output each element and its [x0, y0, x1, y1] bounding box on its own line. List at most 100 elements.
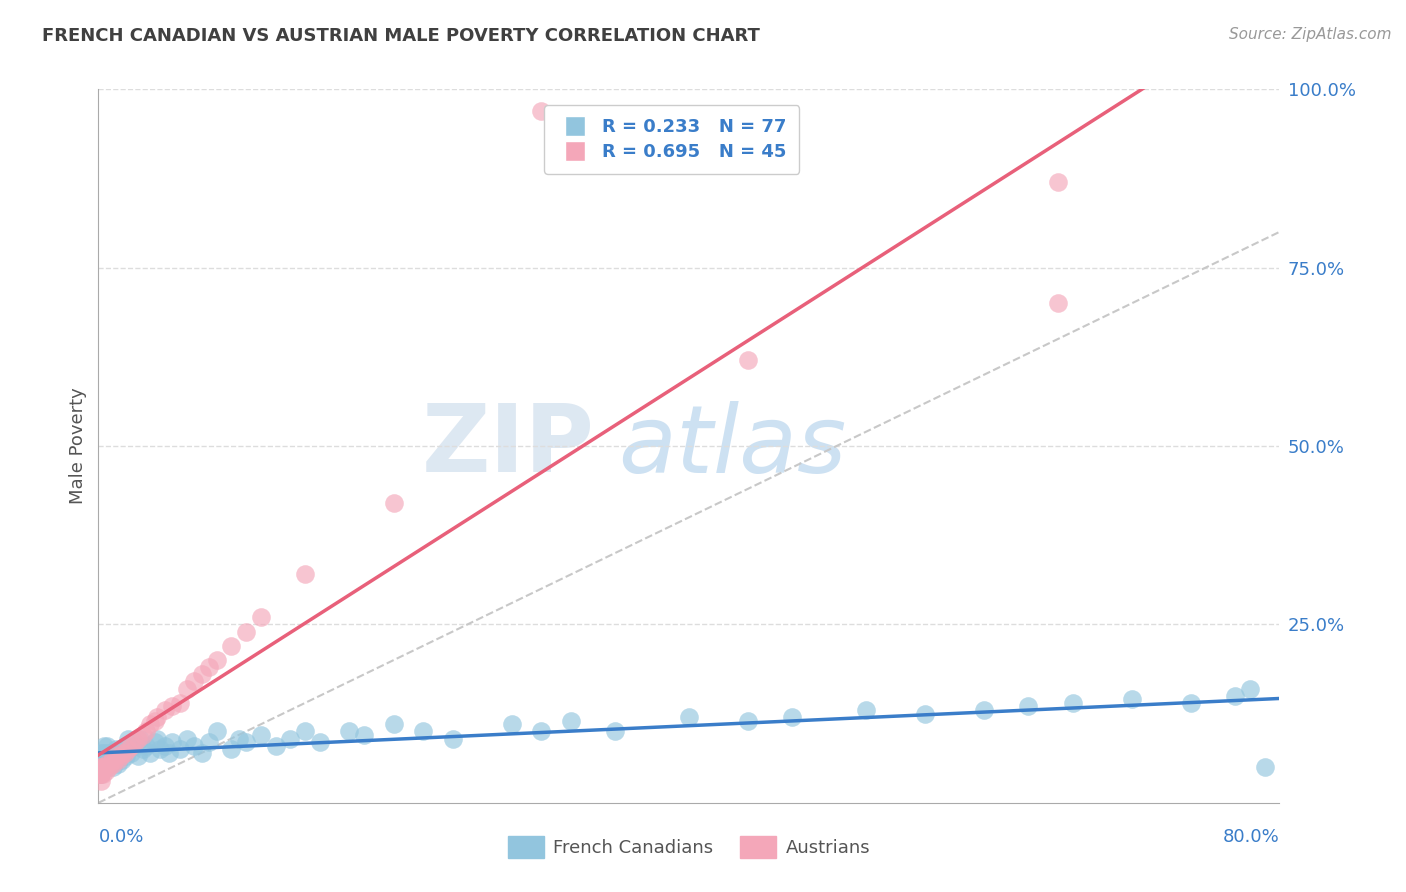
Point — [104, 753, 127, 767]
Point — [146, 731, 169, 746]
Point — [162, 735, 183, 749]
Point — [94, 746, 117, 760]
Point — [737, 353, 759, 368]
Point — [89, 760, 111, 774]
Point — [855, 703, 877, 717]
Point — [441, 731, 464, 746]
Point — [191, 667, 214, 681]
Point — [143, 735, 166, 749]
Point — [96, 753, 118, 767]
Point — [90, 767, 112, 781]
Point — [139, 746, 162, 760]
Point — [219, 639, 242, 653]
Point — [96, 739, 118, 753]
Point — [205, 724, 228, 739]
Point — [89, 760, 111, 774]
Point — [120, 746, 142, 760]
Point — [235, 735, 257, 749]
Point — [89, 756, 111, 771]
Point — [127, 731, 149, 746]
Text: FRENCH CANADIAN VS AUSTRIAN MALE POVERTY CORRELATION CHART: FRENCH CANADIAN VS AUSTRIAN MALE POVERTY… — [42, 27, 761, 45]
Point — [973, 703, 995, 717]
Point — [114, 746, 136, 760]
Point — [90, 767, 112, 781]
Point — [98, 756, 121, 771]
Point — [94, 760, 117, 774]
Point — [114, 739, 136, 753]
Point — [91, 746, 114, 760]
Point — [914, 706, 936, 721]
Point — [124, 739, 146, 753]
Point — [412, 724, 434, 739]
Y-axis label: Male Poverty: Male Poverty — [69, 388, 87, 504]
Point — [132, 728, 155, 742]
Point — [103, 760, 125, 774]
Point — [176, 681, 198, 696]
Point — [530, 103, 553, 118]
Point — [93, 753, 115, 767]
Point — [353, 728, 375, 742]
Point — [146, 710, 169, 724]
Point — [90, 753, 112, 767]
Text: 0.0%: 0.0% — [98, 828, 143, 846]
Legend: French Canadians, Austrians: French Canadians, Austrians — [501, 829, 877, 865]
Point — [235, 624, 257, 639]
Point — [278, 731, 302, 746]
Point — [132, 742, 155, 756]
Point — [135, 724, 157, 739]
Point — [90, 753, 112, 767]
Point — [264, 739, 287, 753]
Point — [1121, 692, 1143, 706]
Text: ZIP: ZIP — [422, 400, 595, 492]
Point — [309, 735, 332, 749]
Point — [100, 753, 122, 767]
Point — [100, 749, 122, 764]
Point — [107, 756, 129, 771]
Point — [117, 731, 139, 746]
Point — [90, 746, 112, 760]
Point — [89, 767, 111, 781]
Point — [91, 760, 114, 774]
Point — [111, 746, 134, 760]
Text: atlas: atlas — [619, 401, 846, 491]
Point — [605, 724, 627, 739]
Point — [250, 728, 273, 742]
Point — [198, 660, 221, 674]
Point — [107, 753, 129, 767]
Point — [105, 749, 128, 764]
Point — [105, 742, 128, 756]
Point — [501, 717, 523, 731]
Point — [250, 610, 273, 624]
Point — [90, 760, 112, 774]
Point — [162, 699, 183, 714]
Point — [1223, 689, 1246, 703]
Point — [94, 764, 117, 778]
Point — [1254, 760, 1277, 774]
Point — [339, 724, 360, 739]
Point — [120, 739, 142, 753]
Point — [91, 760, 114, 774]
Point — [382, 717, 405, 731]
Point — [560, 714, 582, 728]
Point — [89, 764, 111, 778]
Point — [678, 710, 700, 724]
Point — [198, 735, 221, 749]
Point — [124, 735, 146, 749]
Point — [205, 653, 228, 667]
Point — [97, 760, 120, 774]
Point — [91, 767, 114, 781]
Point — [228, 731, 250, 746]
Point — [96, 756, 118, 771]
Point — [93, 739, 115, 753]
Point — [176, 731, 198, 746]
Point — [89, 767, 111, 781]
Point — [111, 753, 134, 767]
Point — [782, 710, 804, 724]
Point — [90, 774, 112, 789]
Point — [169, 696, 191, 710]
Point — [737, 714, 759, 728]
Point — [93, 760, 115, 774]
Point — [98, 756, 121, 771]
Text: 80.0%: 80.0% — [1223, 828, 1279, 846]
Point — [1017, 699, 1039, 714]
